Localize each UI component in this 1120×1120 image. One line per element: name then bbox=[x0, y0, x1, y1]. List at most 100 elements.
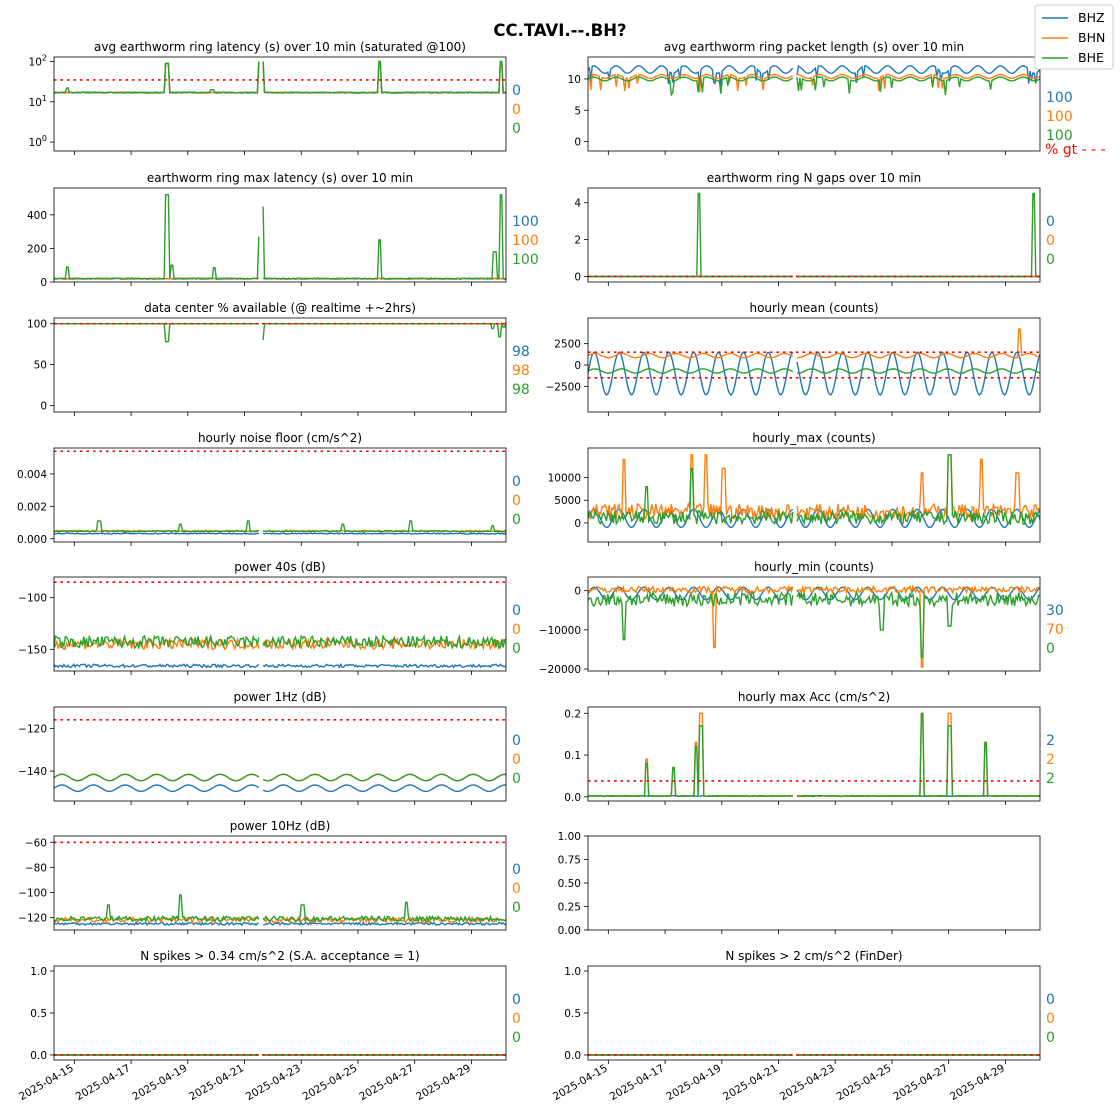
panel-title: hourly max Acc (cm/s^2) bbox=[738, 690, 890, 704]
series-line-BHN bbox=[588, 584, 1040, 668]
series-line-BHN bbox=[588, 712, 1040, 798]
y-tick-label: 10 bbox=[568, 74, 581, 86]
x-date-label: 2025-04-19 bbox=[664, 1062, 723, 1103]
axes-frame bbox=[53, 187, 507, 283]
x-date-label: 2025-04-29 bbox=[414, 1062, 473, 1103]
y-tick-label: 0.002 bbox=[17, 501, 47, 513]
pct-gt-BHZ: 0 bbox=[512, 83, 521, 99]
series-line-BHN bbox=[588, 73, 1040, 93]
y-tick-label: −80 bbox=[25, 862, 47, 874]
x-date-label: 2025-04-15 bbox=[551, 1062, 610, 1103]
panel-dc-available: data center % available (@ realtime +~2h… bbox=[27, 301, 530, 416]
y-tick-label: 1.0 bbox=[564, 966, 581, 978]
pct-gt-BHE: 0 bbox=[1046, 252, 1055, 268]
y-tick-label: 1.0 bbox=[30, 966, 47, 978]
axes-frame bbox=[587, 835, 1041, 931]
panel-title: avg earthworm ring latency (s) over 10 m… bbox=[94, 40, 466, 54]
x-date-label: 2025-04-21 bbox=[721, 1062, 780, 1103]
axes-frame bbox=[587, 576, 1041, 672]
series-line-BHN bbox=[588, 454, 1040, 522]
panel-hourly-min: hourly_min (counts) −20000 −10000 0 30 70 0 bbox=[539, 560, 1064, 676]
panel-max-acc: hourly max Acc (cm/s^2) 0.0 0.1 0.2 2 2 2 bbox=[564, 690, 1055, 805]
y-tick-label: 0.5 bbox=[30, 1008, 47, 1020]
y-tick-label: 4 bbox=[574, 198, 581, 210]
y-tick-label: 200 bbox=[27, 243, 47, 255]
series-line-BHN bbox=[588, 328, 1040, 359]
axes-frame bbox=[53, 447, 507, 543]
panel-title: N spikes > 0.34 cm/s^2 (S.A. acceptance … bbox=[140, 949, 419, 963]
series-line-BHE bbox=[588, 192, 1040, 278]
panel-spikes-2: N spikes > 2 cm/s^2 (FinDer) 0.0 0.5 1.0 0 0 0 bbox=[564, 949, 1055, 1064]
y-tick-label: −100 bbox=[18, 593, 47, 605]
panel-power-1hz: power 1Hz (dB) −140 −120 0 0 0 bbox=[18, 690, 521, 805]
figure-title: CC.TAVI.--.BH? bbox=[493, 21, 626, 40]
series-line-BHE bbox=[588, 368, 1040, 374]
pct-gt-BHE: 0 bbox=[512, 771, 521, 787]
panel-title: avg earthworm ring packet length (s) ove… bbox=[664, 40, 964, 54]
y-tick-label: −100 bbox=[18, 887, 47, 899]
x-date-label: 2025-04-17 bbox=[608, 1062, 667, 1103]
y-tick-label: −120 bbox=[18, 723, 47, 735]
series-line-BHZ bbox=[54, 60, 506, 95]
y-tick-label: 100 bbox=[27, 319, 47, 331]
series-line-BHZ bbox=[54, 662, 506, 669]
panel-power-40s: power 40s (dB) −150 −100 0 0 0 bbox=[18, 560, 521, 675]
pct-gt-BHZ: 0 bbox=[512, 862, 521, 878]
x-date-label: 2025-04-17 bbox=[74, 1062, 133, 1103]
pct-gt-BHE: 0 bbox=[512, 512, 521, 528]
panel-max-latency: earthworm ring max latency (s) over 10 m… bbox=[27, 171, 539, 289]
y-tick-label: −120 bbox=[18, 912, 47, 924]
panel-title: hourly mean (counts) bbox=[749, 301, 878, 315]
y-tick-label: 5000 bbox=[554, 495, 581, 507]
legend-label-BHZ: BHZ bbox=[1078, 10, 1105, 25]
pct-gt-BHE: 0 bbox=[1046, 1030, 1055, 1046]
axes-frame bbox=[53, 56, 507, 152]
pct-gt-BHZ: 0 bbox=[1046, 214, 1055, 230]
pct-gt-BHZ: 2 bbox=[1046, 733, 1055, 749]
pct-gt-BHZ: 0 bbox=[512, 603, 521, 619]
pct-gt-BHZ: 0 bbox=[512, 733, 521, 749]
panel-avg-latency: avg earthworm ring latency (s) over 10 m… bbox=[29, 40, 521, 155]
panel-title: earthworm ring N gaps over 10 min bbox=[707, 171, 921, 185]
pct-gt-BHZ: 100 bbox=[1046, 90, 1073, 106]
pct-gt-BHN: 0 bbox=[1046, 1011, 1055, 1027]
series-line-BHZ bbox=[54, 532, 506, 535]
axes-frame bbox=[587, 187, 1041, 283]
pct-gt-BHN: 0 bbox=[512, 881, 521, 897]
pct-gt-BHE: 2 bbox=[1046, 771, 1055, 787]
series-line-BHE bbox=[588, 590, 1040, 658]
series-line-BHZ bbox=[54, 921, 506, 927]
pct-gt-BHZ: 98 bbox=[512, 344, 530, 360]
panel-title: power 10Hz (dB) bbox=[230, 819, 331, 833]
legend-label-BHN: BHN bbox=[1078, 30, 1105, 45]
y-tick-label: 0.2 bbox=[564, 708, 581, 720]
y-tick-label: −140 bbox=[18, 766, 47, 778]
y-tick-label: 400 bbox=[27, 210, 47, 222]
pct-gt-BHE: 100 bbox=[512, 252, 539, 268]
y-tick-label: 0.50 bbox=[558, 878, 581, 890]
series-line-BHE bbox=[54, 773, 506, 782]
y-tick-label: −2500 bbox=[545, 381, 581, 393]
x-date-label: 2025-04-27 bbox=[891, 1062, 950, 1103]
pct-gt-BHZ: 0 bbox=[1046, 992, 1055, 1008]
series-line-BHE bbox=[54, 894, 506, 924]
axes-frame bbox=[587, 965, 1041, 1061]
axes-frame bbox=[53, 317, 507, 413]
legend-label-BHE: BHE bbox=[1078, 50, 1104, 65]
pct-gt-BHZ: 0 bbox=[512, 474, 521, 490]
y-tick-label: −60 bbox=[25, 837, 47, 849]
y-tick-label: 5 bbox=[574, 105, 581, 117]
y-tick-label: 0.25 bbox=[558, 902, 581, 914]
y-tick-label: 0.0 bbox=[30, 1050, 47, 1062]
y-tick-label: 102 bbox=[29, 54, 47, 69]
panel-hourly-mean: hourly mean (counts) −2500 0 2500 bbox=[545, 301, 1041, 416]
y-tick-label: 0.75 bbox=[558, 855, 581, 867]
y-tick-label: −150 bbox=[18, 644, 47, 656]
y-tick-label: 0 bbox=[40, 277, 47, 289]
pct-gt-BHE: 98 bbox=[512, 382, 530, 398]
x-date-label: 2025-04-27 bbox=[357, 1062, 416, 1103]
axes-frame bbox=[53, 706, 507, 802]
series-line-BHE bbox=[54, 633, 506, 651]
series-line-BHZ bbox=[588, 351, 1040, 396]
